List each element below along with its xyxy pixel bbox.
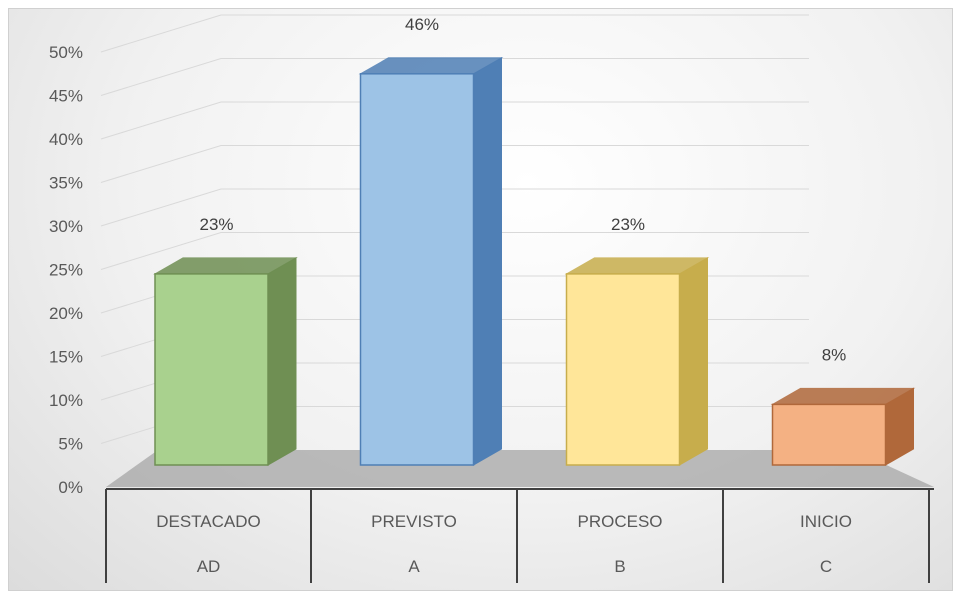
category-label: DESTACADO [156,512,261,531]
data-label: 8% [822,345,847,364]
chart-floor [106,450,934,487]
bar-front [771,403,887,466]
category-code: B [614,557,625,576]
gridline [100,232,809,270]
gridline [100,145,809,183]
y-axis-ticks: 0% 5% 10% 15% 20% 25% 30% 35% 40% 45% 50% [49,43,83,497]
floor-plane [106,450,934,487]
bar-destacado [153,257,298,466]
bar-front [359,73,475,466]
bar-side [267,257,297,466]
bar-front [565,273,681,466]
y-tick-label: 50% [49,43,83,62]
category-code: AD [197,557,221,576]
gridline [100,101,809,140]
category-code: C [820,557,832,576]
y-tick-label: 10% [49,391,83,410]
gridline [100,14,809,53]
category-axis-table: DESTACADO AD PREVISTO A PROCESO B INICIO C [105,488,934,583]
bar-side [473,56,502,466]
data-labels: 23% 46% 23% 8% [199,15,846,365]
y-tick-label: 5% [58,435,83,454]
y-tick-label: 20% [49,304,83,323]
data-label: 46% [405,15,439,34]
y-tick-label: 0% [58,478,83,497]
category-label: INICIO [800,512,852,531]
bar-proceso [564,257,710,466]
y-tick-label: 45% [49,87,83,106]
category-label: PREVISTO [371,512,457,531]
y-tick-label: 35% [49,174,83,193]
y-tick-label: 15% [49,348,83,367]
category-label: PROCESO [577,512,662,531]
chart-area: 0% 5% 10% 15% 20% 25% 30% 35% 40% 45% 50% 23% 46% 23… [8,8,953,591]
data-label: 23% [611,215,645,234]
bar-side [679,257,708,466]
bar-previsto [358,56,504,466]
bars [153,56,916,466]
bar-front [154,273,269,466]
gridline [100,188,809,227]
bar-inicio [770,387,916,466]
category-code: A [408,557,420,576]
gridline [100,58,809,96]
data-label: 23% [199,215,233,234]
bar-chart: 0%5%10%15%20%25%30%35%40%45%50% 23%46%23… [49,14,934,583]
y-tick-label: 40% [49,130,83,149]
y-tick-label: 30% [49,217,83,236]
y-tick-label: 25% [49,261,83,280]
